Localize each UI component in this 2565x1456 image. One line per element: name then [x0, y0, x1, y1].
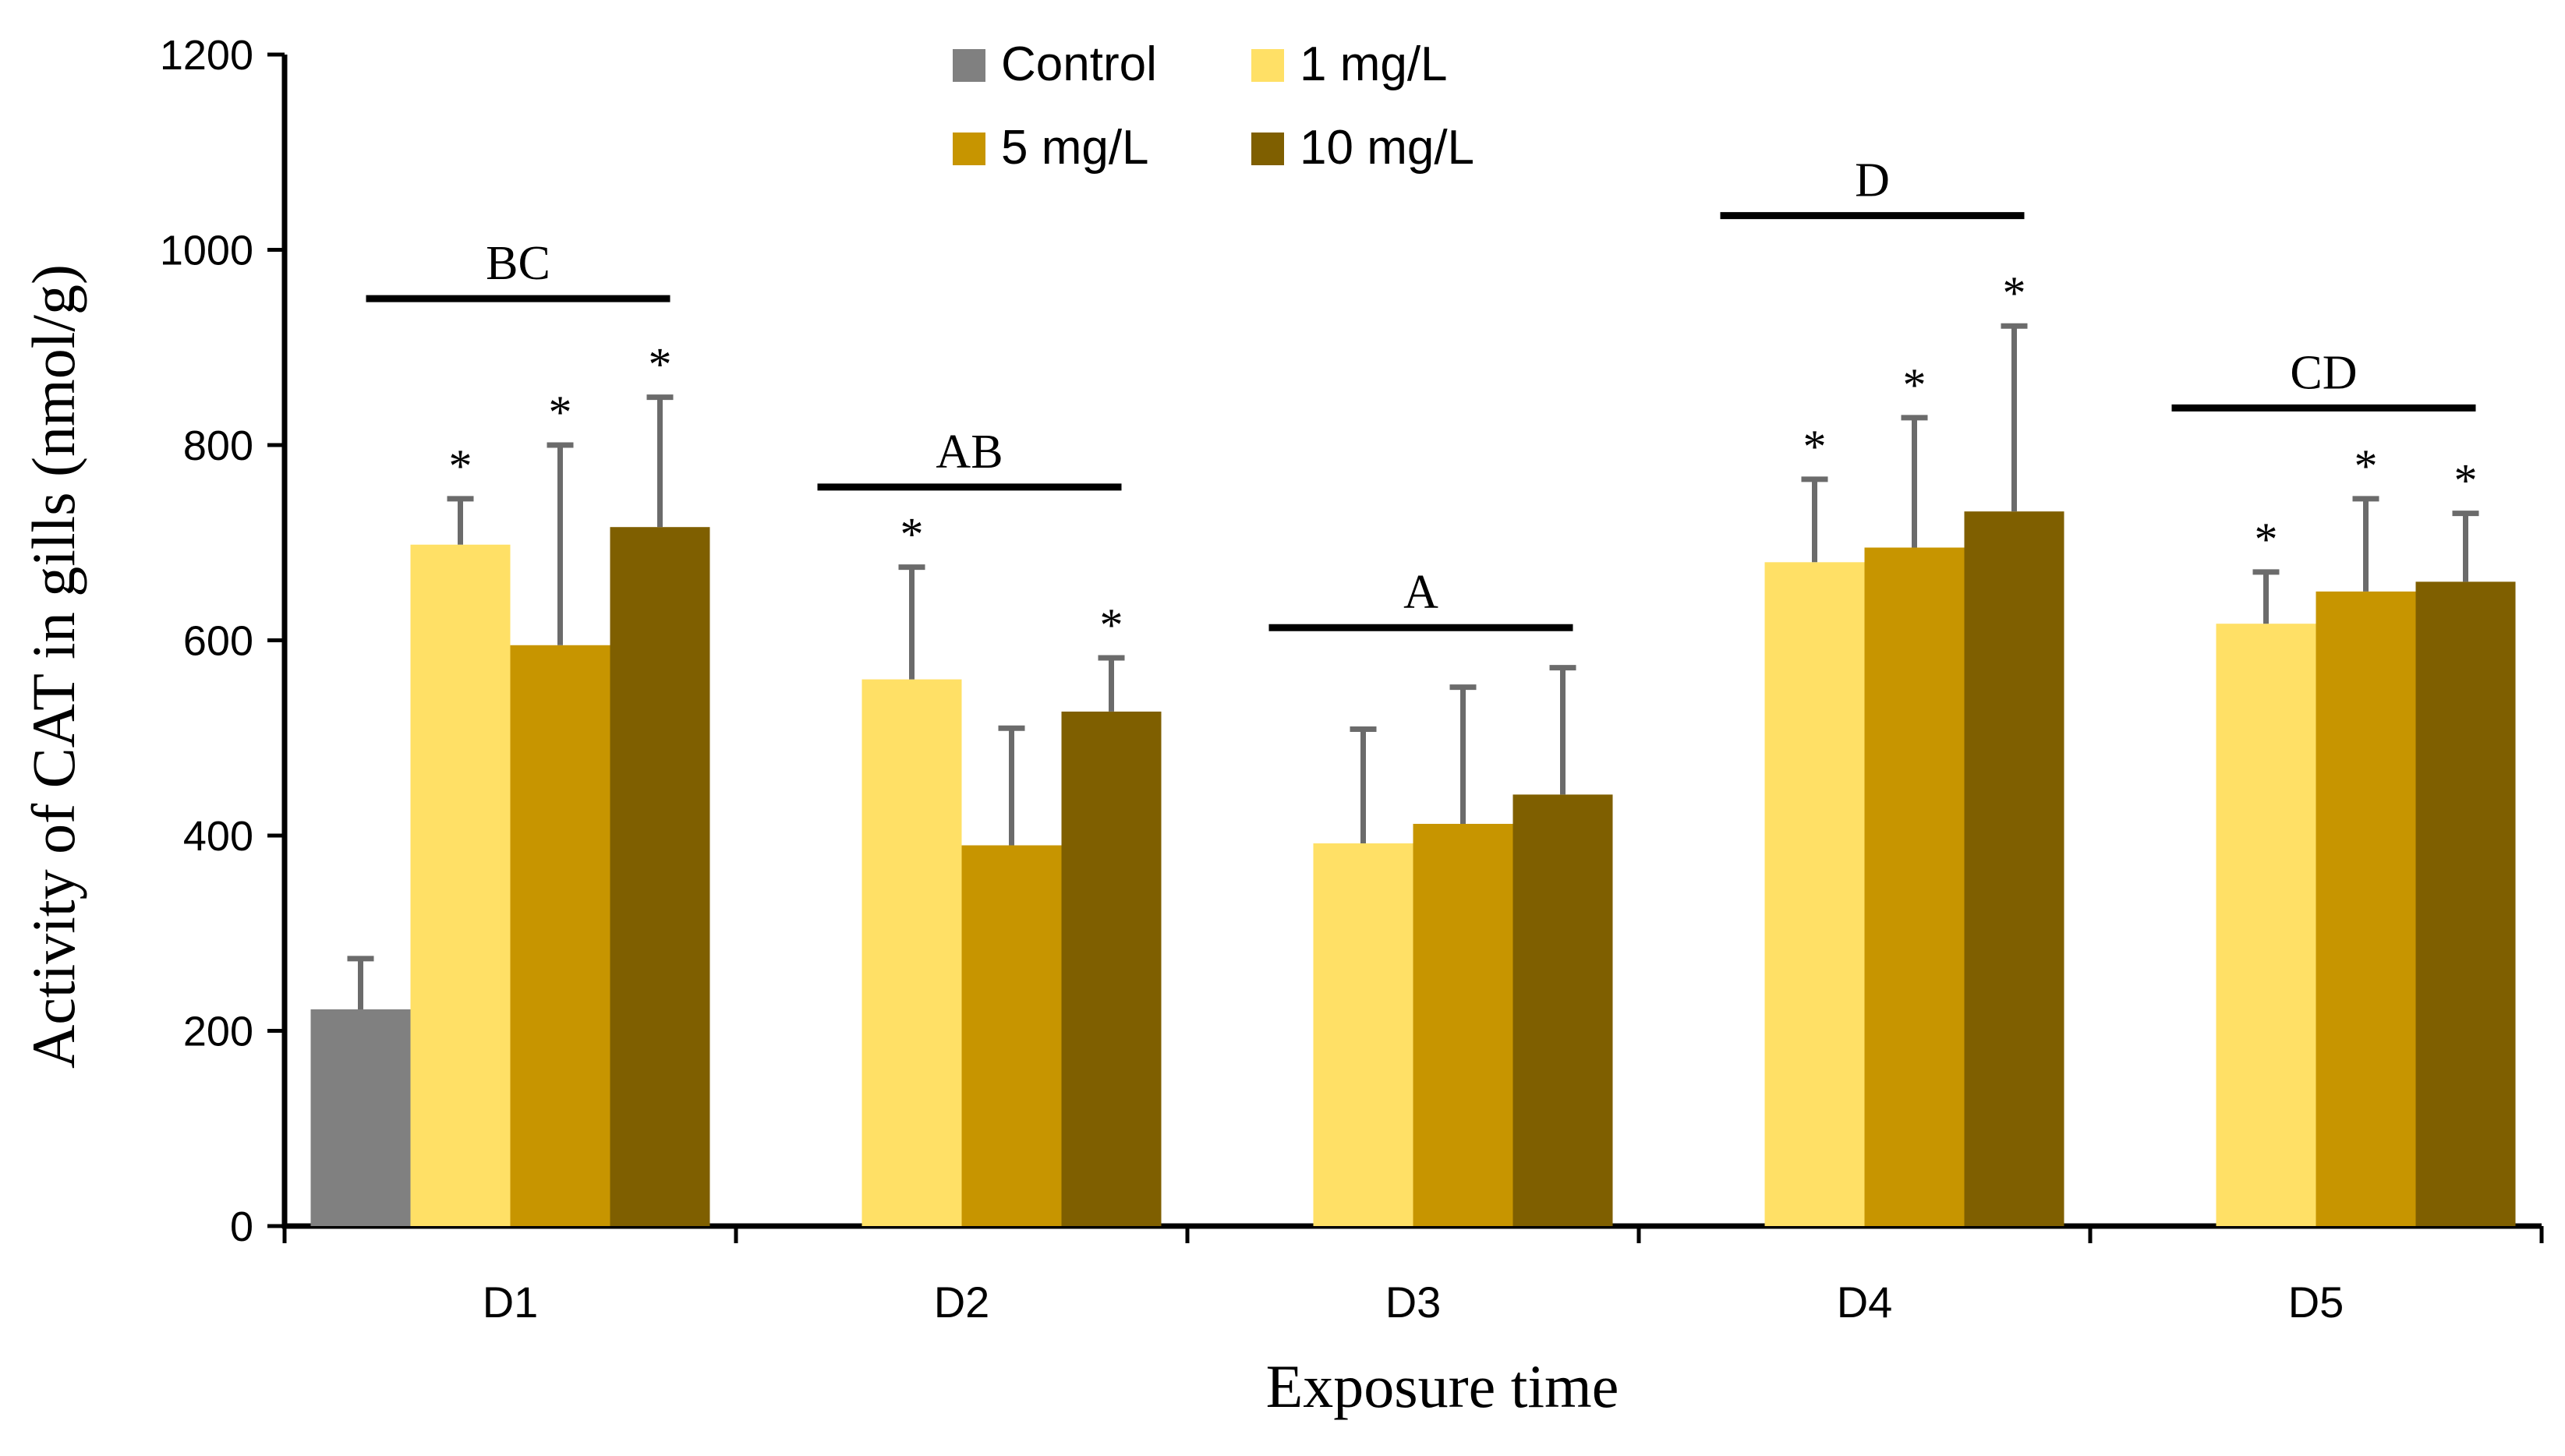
x-tick-label: D5 — [2288, 1278, 2344, 1327]
significance-star: * — [2454, 455, 2478, 507]
group-letter: D — [1855, 154, 1890, 207]
significance-star: * — [2003, 267, 2026, 319]
y-ticks: 0 200 400 600 800 1000 1200 — [160, 32, 285, 1250]
significance-star: * — [2255, 514, 2278, 565]
significance-star: * — [549, 387, 572, 438]
bar — [1764, 562, 1865, 1226]
x-tick-label: D2 — [934, 1278, 990, 1327]
significance-star: * — [1903, 359, 1926, 411]
significance-star: * — [649, 339, 672, 391]
x-tick-label: D4 — [1837, 1278, 1893, 1327]
legend-label: 5 mg/L — [1001, 121, 1149, 175]
group-letter: CD — [2290, 346, 2357, 399]
y-tick-label: 800 — [183, 422, 253, 469]
bar — [610, 527, 710, 1226]
group-letter: AB — [936, 426, 1003, 479]
bar — [410, 544, 511, 1226]
bar — [1061, 711, 1162, 1226]
bar — [2316, 591, 2416, 1226]
bars — [310, 511, 2516, 1226]
significance-star: * — [2354, 440, 2378, 492]
bar — [1512, 794, 1613, 1226]
y-tick-label: 1200 — [160, 32, 253, 79]
significance-star: * — [449, 440, 472, 492]
legend-label: 1 mg/L — [1300, 37, 1448, 91]
bar — [2415, 581, 2516, 1226]
significance-star: * — [1803, 421, 1827, 472]
bar — [1413, 823, 1513, 1226]
legend-swatch — [1251, 133, 1284, 165]
group-letters: BC AB A D CD — [366, 154, 2476, 631]
legend-swatch — [953, 49, 985, 82]
legend-swatch — [953, 133, 985, 165]
bar — [1313, 843, 1413, 1226]
legend-label: Control — [1001, 37, 1157, 91]
legend-label: 10 mg/L — [1300, 121, 1474, 175]
y-tick-label: 200 — [183, 1009, 253, 1055]
x-axis-title: Exposure time — [1266, 1352, 1619, 1420]
bar — [961, 845, 1062, 1226]
x-tick-label: D3 — [1385, 1278, 1442, 1327]
x-tick-label: D1 — [483, 1278, 539, 1327]
bar — [861, 679, 962, 1226]
significance-markers: * * * * * * * * * * * — [449, 267, 2478, 651]
x-ticks: D1 D2 D3 D4 D5 — [282, 1226, 2544, 1327]
y-tick-label: 600 — [183, 618, 253, 665]
bar — [1864, 547, 1965, 1226]
group-letter: A — [1403, 566, 1438, 619]
error-bars — [347, 323, 2479, 1009]
bar — [1964, 511, 2064, 1226]
group-letter: BC — [486, 237, 550, 290]
bar — [510, 645, 610, 1226]
significance-star: * — [900, 509, 924, 560]
legend: Control 1 mg/L 5 mg/L 10 mg/L — [953, 37, 1474, 175]
y-tick-label: 0 — [230, 1203, 253, 1250]
y-tick-label: 1000 — [160, 228, 253, 274]
bar — [310, 1009, 411, 1226]
y-axis-title: Activity of CAT in gills (nmol/g) — [19, 264, 87, 1069]
y-tick-label: 400 — [183, 813, 253, 860]
legend-swatch — [1251, 49, 1284, 82]
bar — [2216, 624, 2316, 1226]
significance-star: * — [1100, 599, 1123, 651]
